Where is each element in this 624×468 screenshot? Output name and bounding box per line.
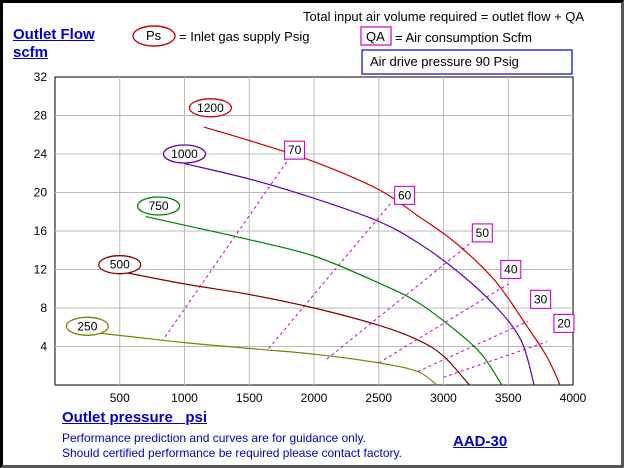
x-tick-label: 3000 xyxy=(430,391,457,405)
drive-pressure-label: Air drive pressure 90 Psig xyxy=(370,54,519,69)
qa-label-30: 30 xyxy=(534,292,548,306)
guidance-note-line1: Performance prediction and curves are fo… xyxy=(62,431,366,445)
y-tick-label: 20 xyxy=(34,186,48,200)
curve-label-1000: 1000 xyxy=(171,147,198,161)
qa-label-60: 60 xyxy=(398,188,412,202)
curve-label-ellipse-750 xyxy=(136,196,181,216)
y-tick-label: 28 xyxy=(34,109,48,123)
x-tick-label: 4000 xyxy=(560,391,587,405)
drive-pressure-box xyxy=(361,49,573,75)
y-tick-label: 4 xyxy=(40,340,47,354)
qa-legend-box xyxy=(360,26,392,46)
y-axis-label-line2: scfm xyxy=(13,44,49,61)
y-tick-label: 32 xyxy=(34,70,48,84)
curve-label-ellipse-250 xyxy=(65,316,110,336)
qa-line-20 xyxy=(443,341,548,378)
y-axis-label: Outlet Flow scfm xyxy=(13,26,95,62)
curve-labels: 1200 1000 750 500 250 xyxy=(65,98,233,336)
curve-label-250: 250 xyxy=(77,319,97,333)
grid-lines xyxy=(55,77,573,385)
y-tick-label: 8 xyxy=(40,301,47,315)
y-tick-label: 12 xyxy=(34,263,48,277)
curve-label-ellipse-500 xyxy=(98,255,142,275)
qa-label-40: 40 xyxy=(504,263,518,277)
qa-line-30 xyxy=(417,321,528,372)
curve-label-ellipse-1200 xyxy=(188,98,233,118)
curve-1200-psig xyxy=(203,126,561,386)
qa-label-box-70 xyxy=(284,140,306,160)
curve-label-500: 500 xyxy=(110,258,130,272)
qa-symbol: QA xyxy=(366,29,385,44)
qa-label-box-30 xyxy=(530,289,552,309)
qa-label-box-50 xyxy=(471,223,493,243)
ps-symbol: Ps xyxy=(146,28,162,43)
qa-line-60 xyxy=(268,201,393,349)
qa-label-box-40 xyxy=(500,259,522,280)
tick-labels: 500 1000 1500 2000 2500 3000 3500 4000 4 8 12 16 20 2… xyxy=(34,70,587,405)
total-input-note: Total input air volume required = outlet… xyxy=(303,9,585,24)
model-label: AAD-30 xyxy=(453,433,508,450)
ps-description: = Inlet gas supply Psig xyxy=(179,29,310,44)
x-tick-label: 1500 xyxy=(236,391,263,405)
legend-ps xyxy=(132,25,176,47)
qa-labels: 70 60 50 40 30 20 xyxy=(284,140,575,333)
x-tick-label: 2500 xyxy=(365,391,392,405)
y-axis-label-line1: Outlet Flow xyxy=(13,26,95,43)
curve-250-psig xyxy=(80,330,438,386)
curve-500-psig xyxy=(119,270,470,386)
x-tick-label: 1000 xyxy=(171,391,198,405)
qa-label-20: 20 xyxy=(557,316,571,330)
ps-ellipse xyxy=(132,25,176,47)
qa-line-50 xyxy=(326,238,477,360)
x-tick-label: 2000 xyxy=(301,391,328,405)
y-tick-label: 24 xyxy=(34,147,48,161)
curve-label-750: 750 xyxy=(149,199,169,213)
curve-750-psig xyxy=(145,216,503,386)
qa-label-box-60 xyxy=(394,185,416,205)
pressure-curves xyxy=(80,126,561,386)
x-tick-label: 3500 xyxy=(495,391,522,405)
curve-1000-psig xyxy=(184,163,535,386)
qa-label-50: 50 xyxy=(476,226,490,240)
x-axis-label: Outlet pressure psi xyxy=(62,409,208,426)
qa-label-70: 70 xyxy=(288,143,302,157)
y-tick-label: 16 xyxy=(34,224,48,238)
curve-label-ellipse-1000 xyxy=(162,144,207,164)
qa-description: = Air consumption Scfm xyxy=(395,30,532,45)
curve-label-1200: 1200 xyxy=(197,101,224,115)
guidance-note-line2: Should certified performance be required… xyxy=(62,446,402,460)
x-tick-label: 500 xyxy=(110,391,130,405)
qa-label-box-20 xyxy=(553,313,575,333)
